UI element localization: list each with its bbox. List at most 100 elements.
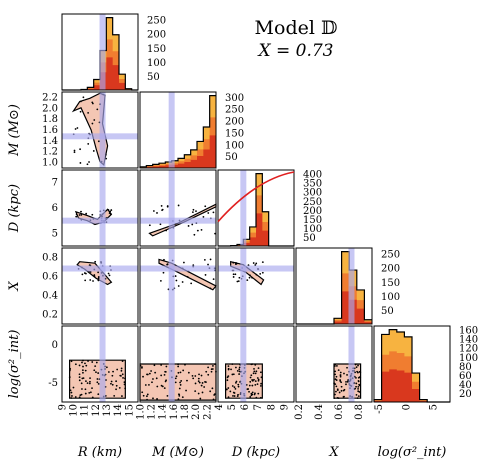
scatter-point <box>159 223 162 226</box>
scatter-point <box>87 360 89 362</box>
scatter-point <box>194 375 197 377</box>
y-tick-label: 2.2 <box>42 92 58 103</box>
scatter-point <box>152 378 154 380</box>
scatter-point <box>97 382 100 385</box>
scatter-point <box>253 367 255 370</box>
scatter-panel-R-vs-logsig <box>61 325 139 403</box>
y-tick-label: 0.6 <box>42 272 58 283</box>
scatter-point <box>97 279 100 282</box>
scatter-point <box>199 397 202 400</box>
scatter-point <box>200 228 203 231</box>
scatter-point <box>82 365 84 368</box>
hist-count-tick: 400 <box>303 170 322 181</box>
scatter-point <box>148 224 151 227</box>
truth-line-horizontal <box>140 217 216 224</box>
posterior-region <box>76 261 113 286</box>
scatter-point <box>255 273 258 276</box>
scatter-panel-M-vs-logsig <box>139 325 217 403</box>
scatter-point <box>235 380 238 383</box>
truth-line-vertical <box>240 326 247 402</box>
scatter-point <box>107 208 110 211</box>
histogram-fill-M-2 <box>140 135 216 168</box>
scatter-point <box>84 369 87 372</box>
panel-frame <box>61 325 139 403</box>
scatter-point <box>184 363 186 366</box>
scatter-point <box>259 385 262 387</box>
scatter-point <box>343 372 345 375</box>
scatter-point <box>236 280 239 283</box>
scatter-panel-R-vs-D <box>61 169 139 247</box>
scatter-point <box>120 367 123 370</box>
scatter-point <box>236 395 239 398</box>
histogram-fill-M-1 <box>140 117 216 168</box>
scatter-point <box>97 140 100 143</box>
scatter-point <box>174 275 177 277</box>
scatter-point <box>110 382 112 385</box>
scatter-point <box>191 223 194 226</box>
scatter-point <box>78 376 81 379</box>
scatter-point <box>254 372 257 375</box>
y-tick-label: 7 <box>52 178 58 189</box>
panel-frame-R <box>61 13 139 91</box>
scatter-point <box>96 381 99 384</box>
scatter-point <box>253 393 256 396</box>
scatter-point <box>80 393 83 396</box>
scatter-point <box>88 382 91 385</box>
scatter-point <box>229 390 232 393</box>
scatter-point <box>152 210 155 212</box>
scatter-point <box>251 379 254 381</box>
truth-line-vertical <box>168 170 175 246</box>
scatter-point <box>160 205 163 207</box>
scatter-point <box>74 128 77 130</box>
scatter-point <box>166 263 169 266</box>
truth-line-horizontal <box>140 265 216 272</box>
scatter-point <box>253 370 256 373</box>
scatter-point <box>238 368 241 371</box>
scatter-point <box>254 380 257 383</box>
scatter-point <box>212 278 215 281</box>
truth-line-vertical <box>348 326 355 402</box>
scatter-point <box>155 377 158 380</box>
truth-line-D <box>240 170 247 246</box>
scatter-point <box>194 390 197 393</box>
scatter-point <box>333 397 336 400</box>
scatter-point <box>248 390 250 393</box>
scatter-point <box>358 384 361 387</box>
scatter-point <box>238 373 241 375</box>
x-tick-label: 1.0 <box>135 404 146 420</box>
scatter-point <box>336 388 339 391</box>
scatter-point <box>73 149 76 152</box>
scatter-panel-R-vs-X <box>61 247 139 325</box>
scatter-point <box>91 396 94 399</box>
scatter-point <box>91 101 94 104</box>
hist-count-tick: 250 <box>147 16 166 27</box>
scatter-point <box>116 368 119 371</box>
scatter-point <box>251 393 254 396</box>
scatter-point <box>232 261 235 264</box>
scatter-point <box>191 374 194 377</box>
scatter-point <box>84 279 87 282</box>
scatter-point <box>357 364 359 367</box>
scatter-point <box>237 385 240 388</box>
hist-count-tick: 50 <box>303 233 316 244</box>
scatter-point <box>252 262 255 264</box>
panel-frame <box>61 169 139 247</box>
scatter-point <box>186 379 188 382</box>
scatter-point <box>161 208 164 211</box>
scatter-point <box>186 275 189 278</box>
scatter-point <box>156 398 158 400</box>
x-tick-label: 14 <box>113 404 124 417</box>
scatter-point <box>163 387 166 389</box>
scatter-point <box>111 374 114 377</box>
scatter-point <box>120 369 123 372</box>
scatter-point <box>97 393 100 396</box>
scatter-point <box>255 370 258 373</box>
red-curve <box>217 171 295 223</box>
scatter-point <box>142 375 144 378</box>
scatter-point <box>72 386 75 389</box>
scatter-point <box>148 383 150 386</box>
scatter-point <box>232 373 235 376</box>
scatter-point <box>238 276 241 279</box>
scatter-point <box>237 393 239 396</box>
